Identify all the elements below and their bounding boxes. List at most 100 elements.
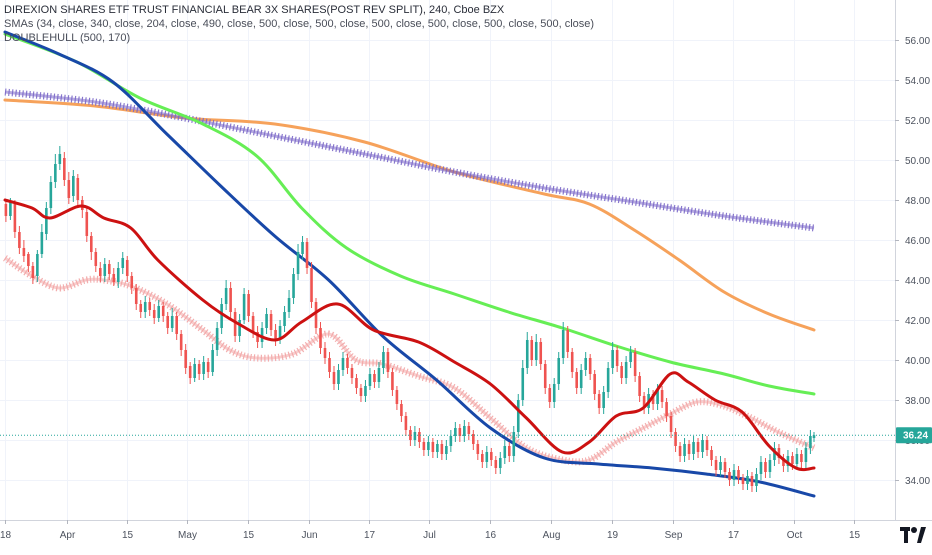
candle-up[interactable] bbox=[58, 154, 62, 164]
candle-down[interactable] bbox=[305, 242, 309, 268]
candle-up[interactable] bbox=[584, 358, 587, 370]
candle-down[interactable] bbox=[76, 178, 80, 200]
candle-up[interactable] bbox=[54, 164, 57, 182]
candle-down[interactable] bbox=[89, 236, 93, 252]
candle-down[interactable] bbox=[107, 264, 111, 274]
candle-up[interactable] bbox=[449, 436, 453, 446]
candle-down[interactable] bbox=[723, 462, 727, 472]
candle-down[interactable] bbox=[386, 352, 390, 372]
candle-down[interactable] bbox=[678, 446, 682, 456]
candle-up[interactable] bbox=[260, 328, 264, 342]
candle-up[interactable] bbox=[220, 304, 223, 328]
candle-down[interactable] bbox=[696, 442, 700, 452]
candle-down[interactable] bbox=[750, 476, 754, 486]
candle-down[interactable] bbox=[472, 434, 475, 444]
time-axis[interactable]: 18 Apr 15 May 15 Jun 17 Jul 16 Aug 19 Sep 17 Oct 15 bbox=[0, 520, 860, 541]
candle-down[interactable] bbox=[651, 394, 655, 404]
candle-down[interactable] bbox=[98, 268, 102, 276]
candle-up[interactable] bbox=[602, 392, 605, 408]
candle-down[interactable] bbox=[597, 394, 601, 408]
candle-down[interactable] bbox=[22, 248, 26, 256]
candle-up[interactable] bbox=[427, 442, 430, 450]
candle-up[interactable] bbox=[804, 448, 808, 462]
candle-down[interactable] bbox=[620, 366, 623, 378]
candle-up[interactable] bbox=[454, 428, 457, 436]
candle-up[interactable] bbox=[557, 358, 561, 384]
candle-down[interactable] bbox=[728, 472, 731, 480]
candle-down[interactable] bbox=[791, 456, 794, 464]
candle-down[interactable] bbox=[400, 404, 403, 416]
candle-up[interactable] bbox=[516, 400, 520, 432]
candle-down[interactable] bbox=[4, 204, 8, 216]
candle-down[interactable] bbox=[319, 328, 322, 348]
candle-up[interactable] bbox=[606, 368, 610, 392]
candle-up[interactable] bbox=[759, 462, 763, 474]
candle-up[interactable] bbox=[809, 436, 812, 448]
candle-down[interactable] bbox=[197, 364, 201, 374]
candle-up[interactable] bbox=[287, 298, 291, 312]
hull-red-line[interactable] bbox=[3, 198, 816, 472]
candle-down[interactable] bbox=[134, 288, 138, 304]
candle-down[interactable] bbox=[660, 390, 664, 402]
candle-down[interactable] bbox=[314, 302, 318, 328]
candle-down[interactable] bbox=[409, 430, 412, 440]
candle-up[interactable] bbox=[36, 254, 39, 276]
candle-up[interactable] bbox=[485, 452, 489, 462]
candle-down[interactable] bbox=[130, 276, 134, 288]
candle-down[interactable] bbox=[633, 352, 637, 376]
candle-down[interactable] bbox=[530, 340, 534, 360]
candle-up[interactable] bbox=[732, 470, 736, 480]
candle-up[interactable] bbox=[382, 352, 385, 368]
candle-down[interactable] bbox=[233, 312, 237, 336]
candle-down[interactable] bbox=[63, 158, 66, 180]
candle-down[interactable] bbox=[206, 362, 210, 372]
sma-blue-line[interactable] bbox=[3, 30, 816, 498]
candle-up[interactable] bbox=[72, 176, 75, 196]
candle-up[interactable] bbox=[143, 302, 147, 312]
candle-up[interactable] bbox=[238, 320, 241, 336]
candle-down[interactable] bbox=[161, 306, 165, 316]
candle-up[interactable] bbox=[683, 444, 686, 456]
candle-down[interactable] bbox=[94, 252, 98, 266]
candle-up[interactable] bbox=[624, 362, 628, 378]
candle-up[interactable] bbox=[193, 364, 196, 378]
candle-down[interactable] bbox=[346, 358, 349, 368]
candle-up[interactable] bbox=[795, 454, 799, 464]
candle-down[interactable] bbox=[548, 388, 552, 402]
candle-down[interactable] bbox=[256, 332, 259, 342]
candle-up[interactable] bbox=[296, 252, 300, 274]
candle-down[interactable] bbox=[588, 358, 592, 374]
candle-up[interactable] bbox=[121, 258, 125, 268]
candle-up[interactable] bbox=[656, 390, 659, 404]
candle-down[interactable] bbox=[166, 316, 169, 328]
candle-down[interactable] bbox=[593, 374, 596, 394]
candle-down[interactable] bbox=[642, 396, 646, 408]
sma-green-line[interactable] bbox=[3, 32, 816, 396]
candle-down[interactable] bbox=[687, 444, 691, 454]
candle-up[interactable] bbox=[49, 182, 53, 208]
candle-down[interactable] bbox=[391, 372, 394, 390]
candle-down[interactable] bbox=[737, 470, 740, 478]
candle-up[interactable] bbox=[9, 202, 12, 216]
candle-down[interactable] bbox=[269, 314, 273, 330]
candle-up[interactable] bbox=[292, 274, 295, 298]
candle-up[interactable] bbox=[561, 330, 565, 358]
candle-down[interactable] bbox=[274, 330, 277, 340]
candle-down[interactable] bbox=[395, 390, 399, 404]
candle-up[interactable] bbox=[773, 448, 776, 460]
candle-down[interactable] bbox=[674, 432, 677, 446]
candle-down[interactable] bbox=[139, 304, 143, 312]
candle-up[interactable] bbox=[368, 374, 372, 386]
candle-down[interactable] bbox=[539, 342, 543, 364]
candle-down[interactable] bbox=[355, 378, 358, 388]
candle-up[interactable] bbox=[103, 264, 107, 276]
candle-down[interactable] bbox=[332, 372, 336, 384]
candle-down[interactable] bbox=[373, 374, 376, 382]
candle-up[interactable] bbox=[211, 350, 214, 372]
candle-up[interactable] bbox=[719, 462, 722, 470]
candle-up[interactable] bbox=[170, 316, 174, 328]
candle-down[interactable] bbox=[85, 212, 89, 236]
candle-up[interactable] bbox=[525, 340, 529, 368]
candle-down[interactable] bbox=[705, 440, 709, 450]
